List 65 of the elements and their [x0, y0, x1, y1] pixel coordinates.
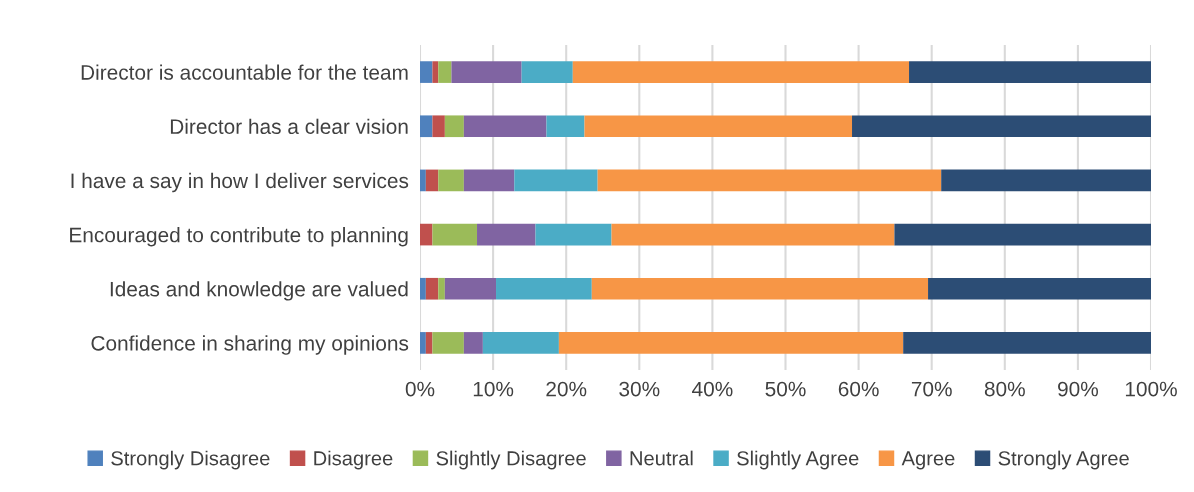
bar — [558, 332, 904, 354]
bar — [432, 61, 439, 83]
bar — [591, 277, 929, 300]
bar — [425, 169, 439, 192]
bar — [451, 61, 522, 83]
x-tick-label: 0% — [405, 381, 435, 397]
legend-label: Agree — [901, 451, 955, 470]
legend-label: Slightly Disagree — [436, 450, 586, 470]
x-tick-label: 60% — [838, 381, 879, 397]
bar — [425, 277, 439, 300]
bar — [477, 223, 536, 246]
bar — [438, 61, 452, 83]
bar — [584, 115, 853, 138]
bar — [928, 277, 1151, 300]
y-tick-label: I have a say in how I deliver services — [71, 172, 409, 193]
bar — [496, 277, 592, 300]
x-tick-label: 30% — [619, 381, 660, 397]
bar — [463, 332, 483, 354]
x-tick-label: 10% — [473, 381, 514, 397]
bar — [444, 115, 464, 138]
y-tick-label: Ideas and knowledge are valued — [110, 281, 408, 301]
bar — [463, 115, 547, 138]
bar — [941, 169, 1151, 192]
bar — [420, 115, 433, 138]
x-tick-label: 40% — [692, 381, 733, 397]
y-tick-label: Confidence in sharing my opinions — [91, 335, 409, 355]
bar — [903, 332, 1151, 354]
bar — [420, 223, 433, 246]
bar — [521, 61, 573, 83]
bar — [432, 115, 445, 138]
y-tick-label: Encouraged to contribute to planning — [70, 227, 408, 247]
legend-label: Neutral — [630, 450, 693, 466]
bar — [572, 61, 910, 83]
bar — [463, 169, 515, 192]
bar — [425, 332, 433, 354]
x-tick-label: 70% — [911, 381, 952, 397]
bar — [514, 169, 598, 192]
x-tick-label: 80% — [984, 381, 1025, 397]
legend-label: Disagree — [314, 450, 393, 470]
bar — [482, 332, 559, 354]
x-tick-label: 20% — [546, 381, 587, 397]
bar — [438, 277, 445, 300]
legend-label: Strongly Agree — [998, 450, 1129, 470]
bar — [852, 115, 1151, 138]
bar — [909, 61, 1151, 83]
bar — [444, 277, 497, 300]
bar — [894, 223, 1151, 246]
bar — [611, 223, 895, 246]
bar — [438, 169, 464, 192]
bar — [597, 169, 942, 192]
bar — [546, 115, 585, 138]
bar — [420, 277, 426, 300]
bar — [420, 61, 433, 83]
bar — [420, 332, 426, 354]
legend-label: Strongly Disagree — [111, 450, 270, 470]
bar — [432, 223, 478, 246]
x-tick-label: 100% — [1125, 381, 1177, 397]
bar — [420, 169, 426, 192]
y-tick-label: Director has a clear vision — [170, 118, 408, 134]
x-tick-label: 90% — [1058, 381, 1099, 397]
bar — [432, 332, 464, 354]
x-tick-label: 50% — [765, 381, 806, 397]
legend-label: Slightly Agree — [737, 450, 859, 470]
y-tick-label: Director is accountable for the team — [81, 64, 408, 80]
bar — [535, 223, 612, 246]
